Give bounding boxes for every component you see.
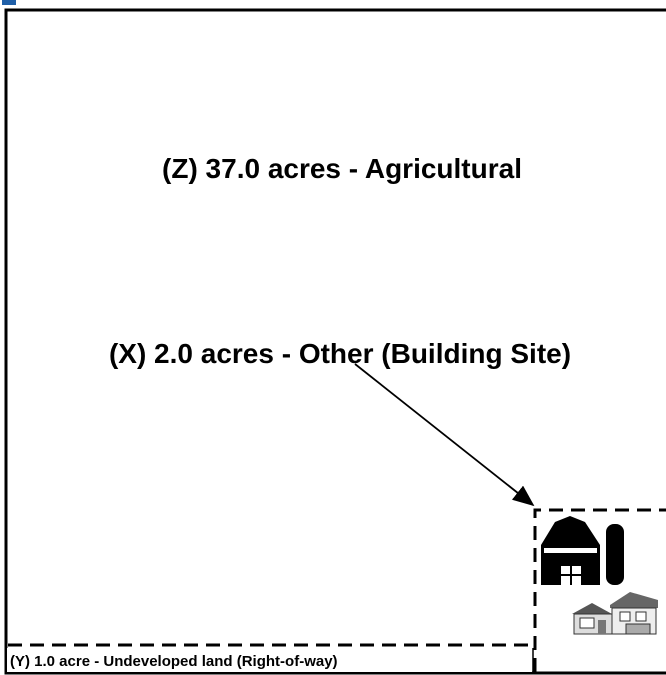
barn-icon [541, 516, 624, 585]
parcel-border [4, 8, 666, 675]
agricultural-label: (Z) 37.0 acres - Agricultural [162, 153, 522, 184]
cut-heading [2, 0, 16, 5]
house-icon [572, 592, 658, 635]
label-background [7, 648, 532, 672]
building-site-label: (X) 2.0 acres - Other (Building Site) [109, 338, 571, 369]
right-of-way-label: (Y) 1.0 acre - Undeveloped land (Right-o… [10, 653, 338, 670]
arrow [354, 363, 535, 507]
building-site-boundary [533, 508, 666, 672]
